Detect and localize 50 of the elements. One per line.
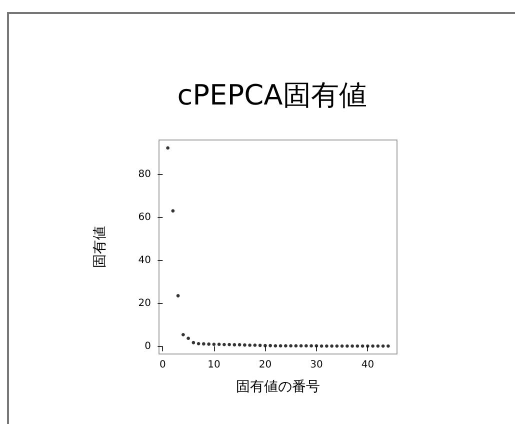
point <box>304 344 308 348</box>
point <box>345 344 349 348</box>
point <box>186 336 190 340</box>
point <box>278 344 282 348</box>
point <box>166 146 170 150</box>
point <box>258 344 262 348</box>
y-tick-label: 80 <box>138 168 151 180</box>
y-tick-label: 60 <box>138 212 151 223</box>
y-tick-label: 20 <box>138 298 151 309</box>
point <box>176 294 180 298</box>
point <box>202 342 206 346</box>
point <box>228 342 232 346</box>
point <box>253 343 257 347</box>
point <box>171 209 175 213</box>
point <box>350 344 354 348</box>
point <box>222 342 226 346</box>
x-tick-label: 10 <box>208 360 220 370</box>
point <box>207 342 211 346</box>
point <box>242 343 246 347</box>
point <box>232 343 236 346</box>
point <box>371 344 375 348</box>
point <box>217 342 221 346</box>
chart-title: cPEPCA固有値 <box>177 78 367 112</box>
point <box>268 344 272 348</box>
point <box>263 344 267 348</box>
point <box>212 342 216 346</box>
x-tick-label: 0 <box>160 360 166 370</box>
point <box>299 344 303 348</box>
point <box>248 343 252 347</box>
point <box>238 343 242 346</box>
point <box>310 344 314 348</box>
y-tick-label: 0 <box>144 340 151 352</box>
point <box>192 340 196 344</box>
point <box>314 344 318 348</box>
x-tick-label: 20 <box>258 360 272 370</box>
x-tick-label: 30 <box>310 360 323 370</box>
point <box>289 344 293 348</box>
point <box>366 344 370 348</box>
point <box>196 342 200 346</box>
point <box>294 344 298 348</box>
point <box>274 344 278 348</box>
y-tick-label: 40 <box>138 254 151 266</box>
point <box>284 344 288 348</box>
point <box>181 332 185 336</box>
point <box>324 344 328 348</box>
point <box>330 344 334 348</box>
point <box>386 344 390 348</box>
x-axis-title: 固有値の番号 <box>236 379 320 395</box>
x-tick-label: 40 <box>361 360 374 370</box>
y-axis-title: 固有値 <box>92 226 108 268</box>
